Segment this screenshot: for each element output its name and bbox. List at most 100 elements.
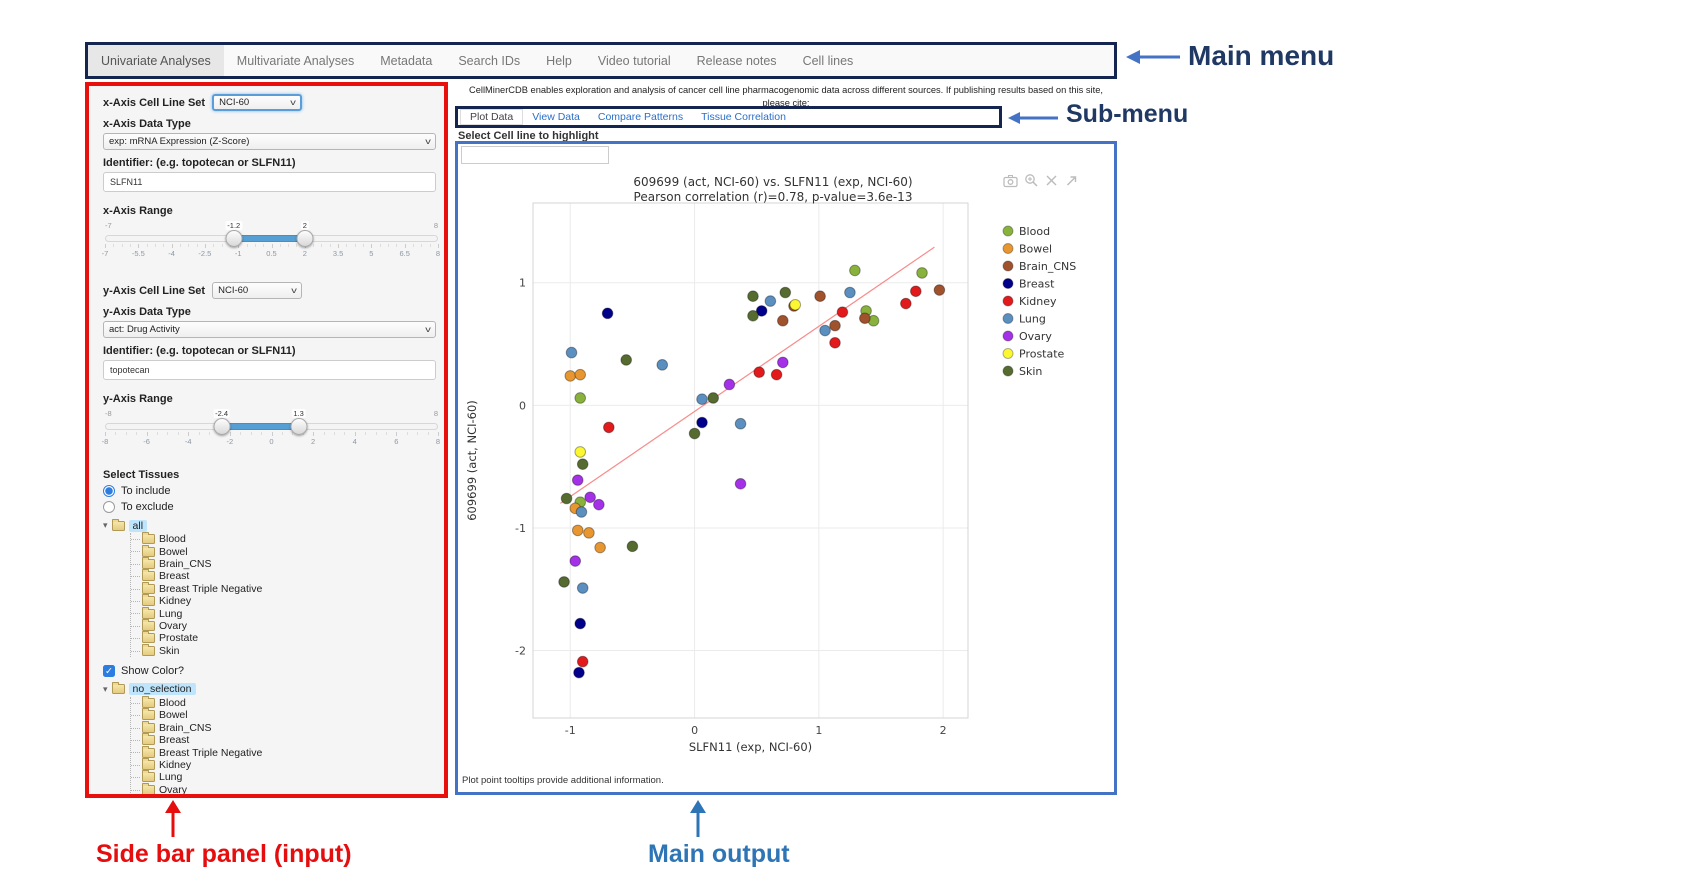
legend-dot <box>1002 313 1014 324</box>
tab-plot-data[interactable]: Plot Data <box>460 109 524 125</box>
x-data-type-label: x-Axis Data Type <box>103 118 191 130</box>
data-point <box>723 378 736 391</box>
legend-item-kidney[interactable]: Kidney <box>1002 295 1057 308</box>
highlight-cell-line-label: Select Cell line to highlight <box>458 130 599 142</box>
data-point <box>829 319 841 332</box>
series-prostate[interactable] <box>574 298 802 458</box>
menu-item-search-ids[interactable]: Search IDs <box>458 53 521 68</box>
menu-item-cell-lines[interactable]: Cell lines <box>802 53 854 68</box>
camera-icon[interactable] <box>1003 175 1018 188</box>
include-tree-item-breast[interactable]: Breast <box>131 569 432 582</box>
y-range-slider-tick-label: 4 <box>352 437 357 446</box>
x-range-slider-tick <box>105 244 106 248</box>
color-tree-item-brain-cns[interactable]: Brain_CNS <box>131 720 432 734</box>
legend-item-blood[interactable]: Blood <box>1002 225 1050 238</box>
y-identifier-input[interactable] <box>103 360 436 380</box>
tissue-include-tree: ▾ all Blood Bowel Brain_CNS Breast Breas… <box>103 518 432 657</box>
legend-item-lung[interactable]: Lung <box>1002 313 1046 326</box>
y-range-slider[interactable]: -8 8 -2.4 1.3 -8 -6 -4 -2 0 2 4 6 8 <box>102 408 440 448</box>
y-tick-label: 0 <box>519 399 526 412</box>
series-breast[interactable] <box>573 305 768 679</box>
menu-item-multivariate-analyses[interactable]: Multivariate Analyses <box>236 53 355 68</box>
data-point <box>569 555 582 567</box>
x-range-slider-handle-min[interactable] <box>225 230 243 247</box>
data-point <box>656 359 669 371</box>
x-cell-line-set-select[interactable]: NCI-60 v <box>212 94 303 111</box>
y-range-slider-handle-max[interactable] <box>290 418 308 435</box>
legend-item-bowel[interactable]: Bowel <box>1002 243 1052 256</box>
color-tree-toggle-icon[interactable]: ▾ <box>103 683 108 694</box>
include-tree-item-breast-triple-negative[interactable]: Breast Triple Negative <box>131 581 432 595</box>
to-exclude-label: To exclude <box>121 501 174 513</box>
highlight-cell-line-input[interactable] <box>461 146 609 164</box>
color-tree-item-breast-triple-negative[interactable]: Breast Triple Negative <box>131 745 432 759</box>
y-data-type-select[interactable]: act: Drug Activity v <box>103 321 436 338</box>
x-range-slider-to-label: 2 <box>300 221 309 230</box>
x-range-slider-tick <box>371 244 373 248</box>
scatter-plot[interactable]: 609699 (act, NCI-60) vs. SLFN11 (exp, NC… <box>458 162 1114 792</box>
tab-tissue-correlation[interactable]: Tissue Correlation <box>701 111 786 123</box>
color-tree-item-lung[interactable]: Lung <box>131 770 432 783</box>
y-range-slider-tick <box>438 432 439 436</box>
legend-item-ovary[interactable]: Ovary <box>1002 330 1052 343</box>
include-tree-item-ovary[interactable]: Ovary <box>131 618 432 632</box>
series-ovary[interactable] <box>569 356 789 567</box>
color-tree-root[interactable]: no_selection <box>128 683 196 696</box>
show-color-checkbox[interactable]: ✓ <box>103 664 115 677</box>
legend-item-prostate[interactable]: Prostate <box>1002 348 1065 361</box>
menu-item-help[interactable]: Help <box>546 53 572 68</box>
include-tree-item-bowel[interactable]: Bowel <box>131 544 432 558</box>
legend-label: Kidney <box>1019 295 1057 308</box>
color-tree-item-kidney[interactable]: Kidney <box>131 758 432 771</box>
legend-dot <box>1002 243 1014 254</box>
include-tree-item-prostate[interactable]: Prostate <box>131 631 432 644</box>
include-tree-item-brain-cns[interactable]: Brain_CNS <box>131 556 432 570</box>
legend-item-breast[interactable]: Breast <box>1002 278 1055 291</box>
include-tree-root[interactable]: all <box>128 519 148 532</box>
x-identifier-input[interactable] <box>103 172 436 192</box>
x-range-slider-handle-max[interactable] <box>296 230 314 247</box>
close-icon[interactable] <box>1046 175 1057 186</box>
x-tick-label: 1 <box>815 724 822 737</box>
series-bowel[interactable] <box>564 368 606 554</box>
zoom-in-icon[interactable] <box>1025 174 1038 187</box>
include-tree-item-skin[interactable]: Skin <box>131 643 432 657</box>
include-tree-item-lung[interactable]: Lung <box>131 606 432 620</box>
tab-view-data[interactable]: View Data <box>532 111 580 123</box>
include-tree-item-blood[interactable]: Blood <box>131 532 432 545</box>
data-point <box>575 506 588 518</box>
data-point <box>764 295 777 307</box>
x-tick-label: 0 <box>691 724 698 737</box>
y-tick-label: 1 <box>519 277 526 290</box>
menu-item-metadata[interactable]: Metadata <box>380 53 433 68</box>
legend-item-skin[interactable]: Skin <box>1002 365 1042 378</box>
tab-compare-patterns[interactable]: Compare Patterns <box>597 111 684 123</box>
legend-item-brain-cns[interactable]: Brain_CNS <box>1002 260 1076 273</box>
y-range-slider-handle-min[interactable] <box>213 418 231 435</box>
y-cell-line-set-select[interactable]: NCI-60 v <box>212 282 303 299</box>
to-include-radio[interactable] <box>103 485 115 497</box>
menu-item-video-tutorial[interactable]: Video tutorial <box>597 53 671 68</box>
include-tree-item-kidney[interactable]: Kidney <box>131 594 432 607</box>
menu-item-release-notes[interactable]: Release notes <box>696 53 777 68</box>
expand-icon[interactable] <box>1067 176 1077 186</box>
menu-item-univariate-analyses[interactable]: Univariate Analyses <box>88 45 224 76</box>
data-point <box>696 416 708 429</box>
series-skin[interactable] <box>558 286 792 588</box>
series-kidney[interactable] <box>576 285 922 668</box>
color-tree-item-prostate[interactable]: Prostate <box>131 796 432 798</box>
chevron-down-icon: v <box>290 98 296 107</box>
x-data-type-select[interactable]: exp: mRNA Expression (Z-Score) v <box>103 133 436 150</box>
series-lung[interactable] <box>565 286 856 594</box>
folder-icon <box>142 569 155 582</box>
color-tree-item-ovary[interactable]: Ovary <box>131 782 432 794</box>
color-tree-item-blood[interactable]: Blood <box>131 696 432 709</box>
color-tree-item-breast[interactable]: Breast <box>131 733 432 746</box>
include-tree-toggle-icon[interactable]: ▾ <box>103 520 108 530</box>
color-tree-item-bowel[interactable]: Bowel <box>131 708 432 721</box>
x-range-slider[interactable]: -7 8 -1.2 2 -7 -5.5 -4 -2.5 -1 0.5 2 3.5 5 6.5 8 <box>102 220 440 260</box>
data-point <box>584 491 596 504</box>
to-exclude-radio[interactable] <box>103 501 115 513</box>
citation-text: CellMinerCDB enables exploration and ana… <box>469 85 1103 109</box>
data-point <box>565 346 578 359</box>
